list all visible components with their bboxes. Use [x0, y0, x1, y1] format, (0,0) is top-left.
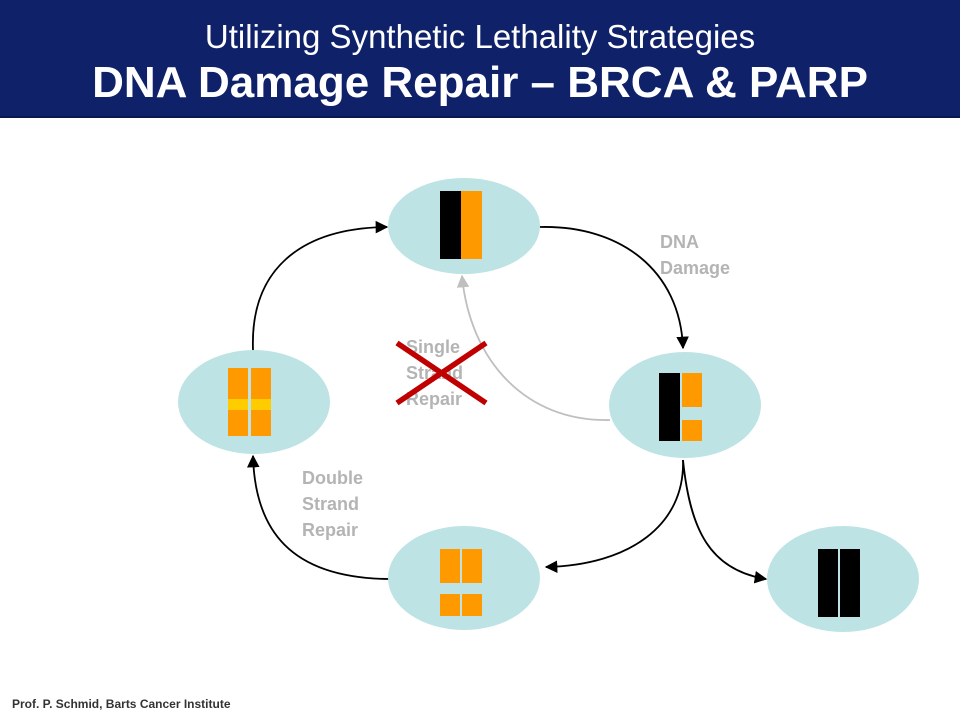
- strand-orange: [462, 549, 482, 583]
- strand-orange: [440, 549, 460, 583]
- arrow-left-to-top: [252, 220, 389, 351]
- arrow-right-to-bottom: [544, 459, 684, 574]
- strand-orange-lower: [682, 420, 702, 441]
- arrow-single-strand-repair: [456, 274, 611, 421]
- strand-orange: [440, 594, 460, 616]
- strand-black: [659, 373, 680, 441]
- label-dna-damage: DNA Damage: [660, 232, 731, 278]
- strand-orange-upper: [682, 373, 702, 407]
- label-double-strand-repair: Double Strand Repair: [302, 468, 363, 540]
- slide-title: DNA Damage Repair – BRCA & PARP: [92, 58, 868, 107]
- arrow-bottom-to-left: [247, 454, 390, 580]
- footer-credit: Prof. P. Schmid, Barts Cancer Institute: [12, 697, 231, 711]
- strand-black: [440, 191, 461, 259]
- strand-black: [818, 549, 838, 617]
- arrow-right-to-far-right: [682, 459, 768, 584]
- strand-orange: [461, 191, 482, 259]
- strand-black: [840, 549, 860, 617]
- repair-patch-yellow: [251, 399, 271, 410]
- arrow-top-to-right: [539, 226, 689, 350]
- strand-orange: [462, 594, 482, 616]
- slide-subtitle: Utilizing Synthetic Lethality Strategies: [204, 18, 756, 55]
- repair-patch-yellow: [228, 399, 248, 410]
- title-banner: Utilizing Synthetic Lethality Strategies…: [0, 0, 960, 118]
